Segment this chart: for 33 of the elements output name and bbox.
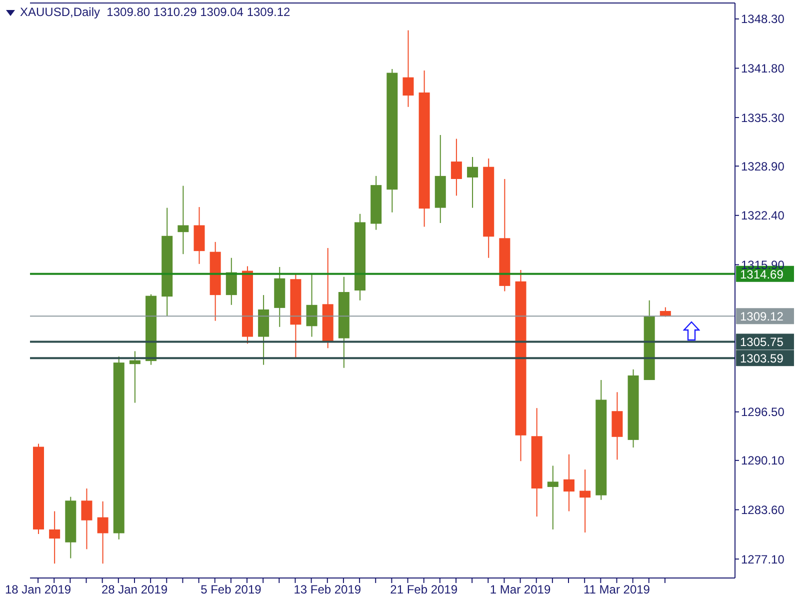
ref-line-label: 1309.12 bbox=[740, 310, 784, 324]
candlestick bbox=[547, 465, 558, 530]
candlestick bbox=[129, 350, 140, 404]
y-tick-label: 1328.90 bbox=[741, 159, 785, 174]
candlestick bbox=[49, 510, 60, 564]
x-tick-label: 21 Feb 2019 bbox=[390, 582, 458, 597]
candlestick bbox=[81, 488, 92, 550]
y-tick-label: 1290.10 bbox=[741, 454, 785, 468]
candlestick bbox=[563, 454, 574, 512]
candlestick bbox=[97, 500, 108, 564]
x-tick-label: 13 Feb 2019 bbox=[294, 582, 362, 597]
chart-title: XAUUSD,Daily 1309.80 1310.29 1309.04 1309.12 bbox=[20, 5, 290, 19]
candlestick bbox=[467, 156, 478, 208]
ref-line-label: 1303.59 bbox=[740, 352, 784, 366]
x-tick-label: 28 Jan 2019 bbox=[101, 582, 168, 597]
candlestick bbox=[580, 469, 591, 533]
y-tick-label: 1348.30 bbox=[741, 12, 785, 26]
candlestick bbox=[402, 30, 414, 108]
candlestick bbox=[178, 185, 189, 255]
x-tick-label: 5 Feb 2019 bbox=[200, 582, 262, 597]
candlestick bbox=[450, 138, 462, 196]
x-tick-label: 18 Jan 2019 bbox=[5, 582, 72, 597]
x-tick-label: 11 Mar 2019 bbox=[583, 582, 650, 597]
y-tick-label: 1277.10 bbox=[741, 552, 785, 566]
ref-line-label: 1305.75 bbox=[740, 335, 784, 350]
y-tick-label: 1341.80 bbox=[741, 61, 785, 76]
candlestick bbox=[226, 257, 237, 306]
candlestick bbox=[306, 272, 318, 338]
y-tick-label: 1322.40 bbox=[741, 208, 785, 223]
x-tick-label: 1 Mar 2019 bbox=[490, 582, 551, 597]
y-tick-label: 1335.30 bbox=[741, 110, 785, 125]
y-tick-label: 1283.60 bbox=[741, 502, 785, 517]
y-tick-label: 1296.50 bbox=[741, 405, 785, 420]
